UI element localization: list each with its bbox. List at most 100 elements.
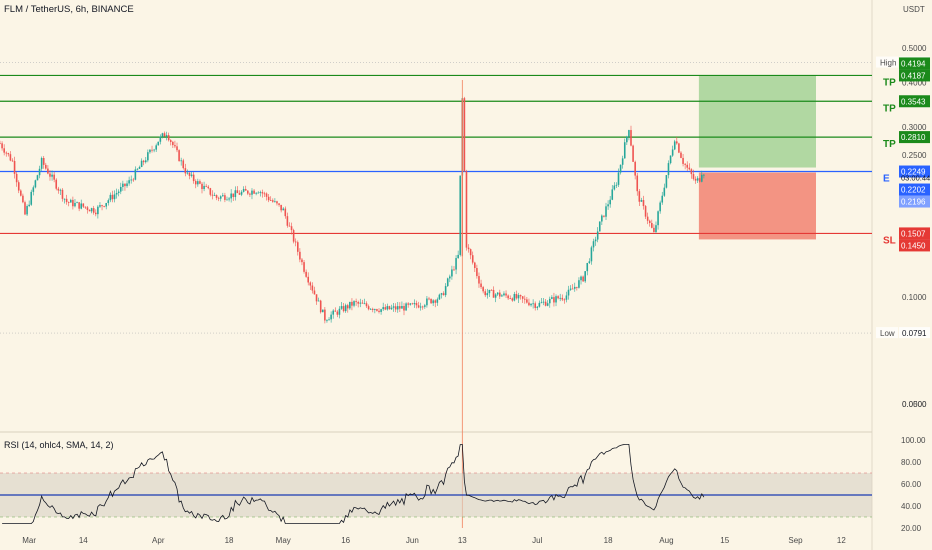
candle-body (667, 163, 670, 176)
candle-body (13, 161, 16, 174)
candle-body (657, 211, 659, 226)
candle-body (15, 173, 18, 183)
candle-body (586, 262, 589, 272)
x-tick-label: Apr (152, 536, 165, 545)
candle-body (230, 193, 232, 199)
candle-body (390, 307, 393, 310)
candle-body (197, 181, 199, 185)
candle-body (628, 130, 630, 137)
candle-body (178, 150, 180, 162)
rsi-line (2, 443, 705, 524)
candle-body (128, 180, 130, 184)
candle-body (442, 293, 445, 296)
candle-body (236, 190, 239, 194)
candle-body (474, 262, 476, 269)
candle-body (247, 190, 249, 194)
candle-body (234, 190, 237, 198)
candle-body (636, 175, 639, 192)
countdown: 03:00:44 (901, 174, 930, 183)
candle-body (136, 168, 139, 170)
x-tick-label: 18 (225, 536, 234, 545)
candle-body (28, 204, 30, 207)
candle-body (463, 98, 466, 172)
candle-body (517, 295, 520, 299)
candle-body (648, 220, 651, 224)
candle-body (86, 207, 89, 210)
rsi-tick-label: 80.00 (901, 458, 922, 467)
candle-body (161, 133, 164, 137)
candle-body (419, 306, 422, 308)
candle-body (222, 195, 224, 197)
candle-body (665, 175, 668, 188)
level-price-tag (899, 95, 930, 108)
candle-body (242, 189, 245, 192)
candle-body (282, 208, 285, 211)
candle-body (428, 298, 430, 300)
candle-body (661, 195, 664, 203)
price-tag-value: 0.2202 (901, 186, 926, 195)
candle-body (103, 206, 105, 207)
candle-body (376, 309, 378, 311)
candle-body (413, 303, 416, 305)
currency-label: USDT (903, 5, 925, 14)
candle-body (42, 157, 45, 165)
x-tick-label: 14 (79, 536, 88, 545)
candle-body (9, 154, 12, 161)
candle-body (455, 258, 457, 270)
candle-body (20, 190, 22, 196)
candle-body (536, 306, 539, 308)
candle-body (92, 208, 95, 213)
candle-body (490, 289, 493, 291)
candle-body (440, 293, 443, 295)
candles (0, 96, 705, 324)
x-tick-label: Mar (22, 536, 36, 545)
profit-zone (698, 75, 816, 168)
candle-body (94, 212, 97, 215)
candle-body (588, 261, 591, 263)
candle-body (184, 168, 187, 174)
candle-body (594, 239, 597, 242)
price-tag (899, 57, 930, 70)
candle-body (34, 180, 37, 188)
candle-body (540, 302, 543, 304)
candle-body (673, 141, 676, 150)
candle-body (284, 208, 287, 217)
candle-body (630, 130, 632, 146)
candle-body (576, 286, 578, 288)
candle-body (338, 308, 341, 315)
level-price-value: 0.2249 (901, 168, 926, 177)
candle-body (249, 193, 251, 195)
candle-body (492, 289, 495, 298)
candle-body (696, 178, 699, 181)
candle-body (565, 295, 568, 300)
candle-body (692, 174, 695, 179)
candle-body (251, 190, 253, 195)
candle-body (0, 143, 1, 145)
candle-body (326, 320, 328, 322)
candle-body (682, 157, 684, 164)
candle-body (478, 276, 480, 284)
candle-body (580, 276, 582, 281)
level-price-value: 0.2810 (901, 133, 926, 142)
candle-body (45, 164, 47, 169)
candle-body (307, 276, 310, 283)
x-tick-label: 16 (341, 536, 350, 545)
candle-body (315, 294, 318, 302)
candle-body (205, 185, 207, 187)
candle-body (142, 160, 145, 163)
candle-body (311, 285, 314, 291)
candle-body (122, 183, 124, 187)
candle-body (47, 168, 49, 174)
candle-body (5, 152, 8, 154)
candle-body (613, 185, 616, 190)
candle-body (172, 141, 174, 146)
candle-body (65, 198, 68, 203)
candle-body (140, 160, 143, 168)
candle-body (382, 307, 384, 310)
candle-body (99, 205, 101, 207)
candle-body (226, 199, 228, 201)
candle-body (499, 292, 501, 297)
candle-body (3, 148, 5, 153)
candle-body (384, 307, 387, 310)
